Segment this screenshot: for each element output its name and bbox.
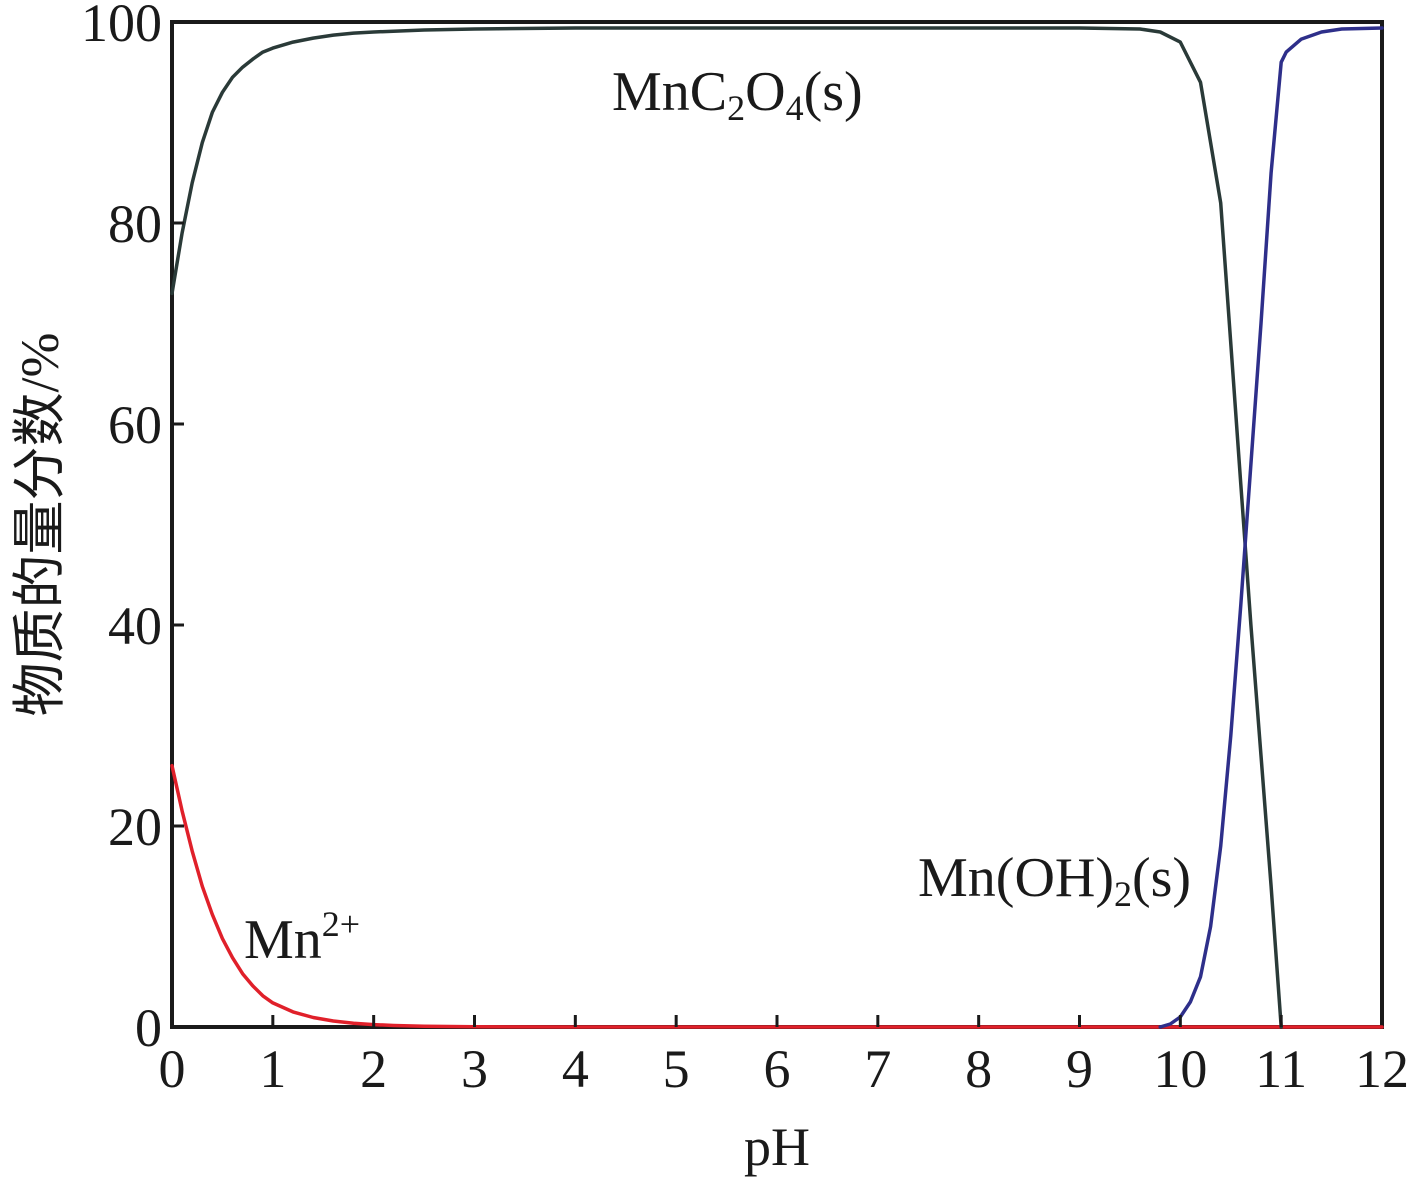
y-tick-label: 40 [108, 596, 162, 656]
series-label-1: MnC2O4(s) [612, 61, 863, 128]
y-axis-title: 物质的量分数/% [10, 333, 70, 717]
x-tick-label: 5 [663, 1039, 690, 1099]
plot-frame [170, 20, 1384, 1029]
series-label-part: (s) [1132, 847, 1191, 909]
y-axis: 0 20 40 60 80 100 [81, 0, 184, 1058]
y-tick-label: 0 [135, 998, 162, 1058]
x-axis: 0 1 2 3 4 5 6 7 8 9 10 11 12 [159, 1015, 1409, 1099]
series-line-1 [170, 26, 1283, 1029]
series-line-0 [170, 763, 1384, 1029]
series-layer [170, 26, 1384, 1029]
series-label-part: 2+ [322, 904, 360, 944]
x-tick-label: 9 [1066, 1039, 1093, 1099]
series-label-part: Mn [244, 909, 322, 971]
series-label-part: MnC [612, 61, 727, 123]
series-labels: Mn2+MnC2O4(s)Mn(OH)2(s) [244, 61, 1191, 971]
series-label-part: (s) [804, 61, 863, 123]
y-tick-label: 80 [108, 194, 162, 254]
plot-area [170, 20, 1384, 1029]
series-label-0: Mn2+ [244, 904, 360, 971]
x-tick-label: 6 [764, 1039, 791, 1099]
series-label-part: 2 [727, 88, 745, 128]
x-axis-title: pH [744, 1117, 810, 1177]
x-tick-label: 0 [159, 1039, 186, 1099]
y-tick-label: 20 [108, 797, 162, 857]
x-tick-label: 3 [461, 1039, 488, 1099]
series-line-2 [1158, 26, 1384, 1029]
x-tick-label: 2 [360, 1039, 387, 1099]
y-tick-label: 60 [108, 395, 162, 455]
x-tick-label: 1 [259, 1039, 286, 1099]
x-tick-label: 12 [1355, 1039, 1409, 1099]
series-label-part: 4 [786, 88, 804, 128]
x-tick-label: 8 [965, 1039, 992, 1099]
series-label-part: Mn(OH) [918, 847, 1114, 909]
x-tick-label: 7 [864, 1039, 891, 1099]
y-tick-label: 100 [81, 0, 162, 53]
x-tick-label: 11 [1255, 1039, 1307, 1099]
x-tick-label: 4 [562, 1039, 589, 1099]
series-label-part: 2 [1114, 874, 1132, 914]
series-label-part: O [745, 61, 785, 123]
x-tick-label: 10 [1153, 1039, 1207, 1099]
series-label-2: Mn(OH)2(s) [918, 847, 1191, 914]
